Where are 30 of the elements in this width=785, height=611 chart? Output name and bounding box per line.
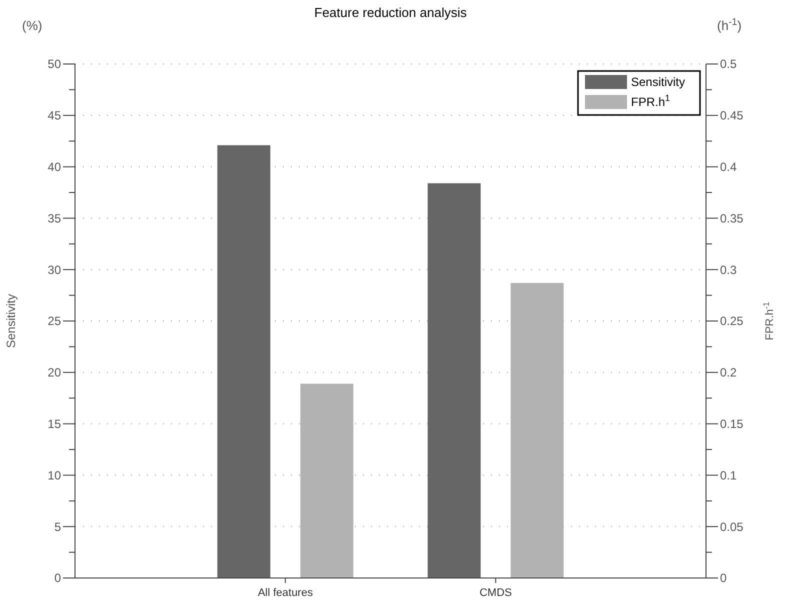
y2-tick-label: 0.4 <box>720 160 738 174</box>
chart-title: Feature reduction analysis <box>314 5 468 20</box>
y2-tick-label: 0 <box>720 571 727 586</box>
y2-tick-label: 0.35 <box>720 211 744 226</box>
y-axis-title: Sensitivity <box>4 294 18 348</box>
y-tick-label: 40 <box>48 160 62 174</box>
y-tick-label: 30 <box>48 262 62 277</box>
legend-label: Sensitivity <box>631 75 686 90</box>
y2-tick-label: 0.3 <box>720 262 738 277</box>
y-tick-label: 10 <box>48 468 62 482</box>
y2-tick-label: 0.05 <box>720 520 744 534</box>
y-tick-label: 35 <box>48 211 62 226</box>
x-tick-label: CMDS <box>479 587 512 599</box>
y-tick-label: 20 <box>48 366 62 380</box>
x-tick-label: All features <box>258 587 314 599</box>
y-tick-label: 0 <box>54 571 62 586</box>
text: (%) <box>22 18 42 33</box>
y2-tick-label: 0.5 <box>720 57 738 72</box>
y-tick-label: 50 <box>48 57 62 72</box>
legend-label: FPR.h$^{1}$ <box>631 93 670 110</box>
y-tick-label: 15 <box>48 417 62 431</box>
y-tick-label: 25 <box>48 314 62 328</box>
y2-tick-label: 0.45 <box>720 108 744 123</box>
y-tick-label: 45 <box>48 108 62 123</box>
y2-tick-label: 0.15 <box>720 417 744 431</box>
y2-tick-label: 0.2 <box>720 366 738 380</box>
y-tick-label: 5 <box>54 520 62 534</box>
y2-tick-label: 0.25 <box>720 314 744 328</box>
y2-tick-label: 0.1 <box>720 468 738 482</box>
text: (h$^{-1}$) <box>717 16 742 33</box>
